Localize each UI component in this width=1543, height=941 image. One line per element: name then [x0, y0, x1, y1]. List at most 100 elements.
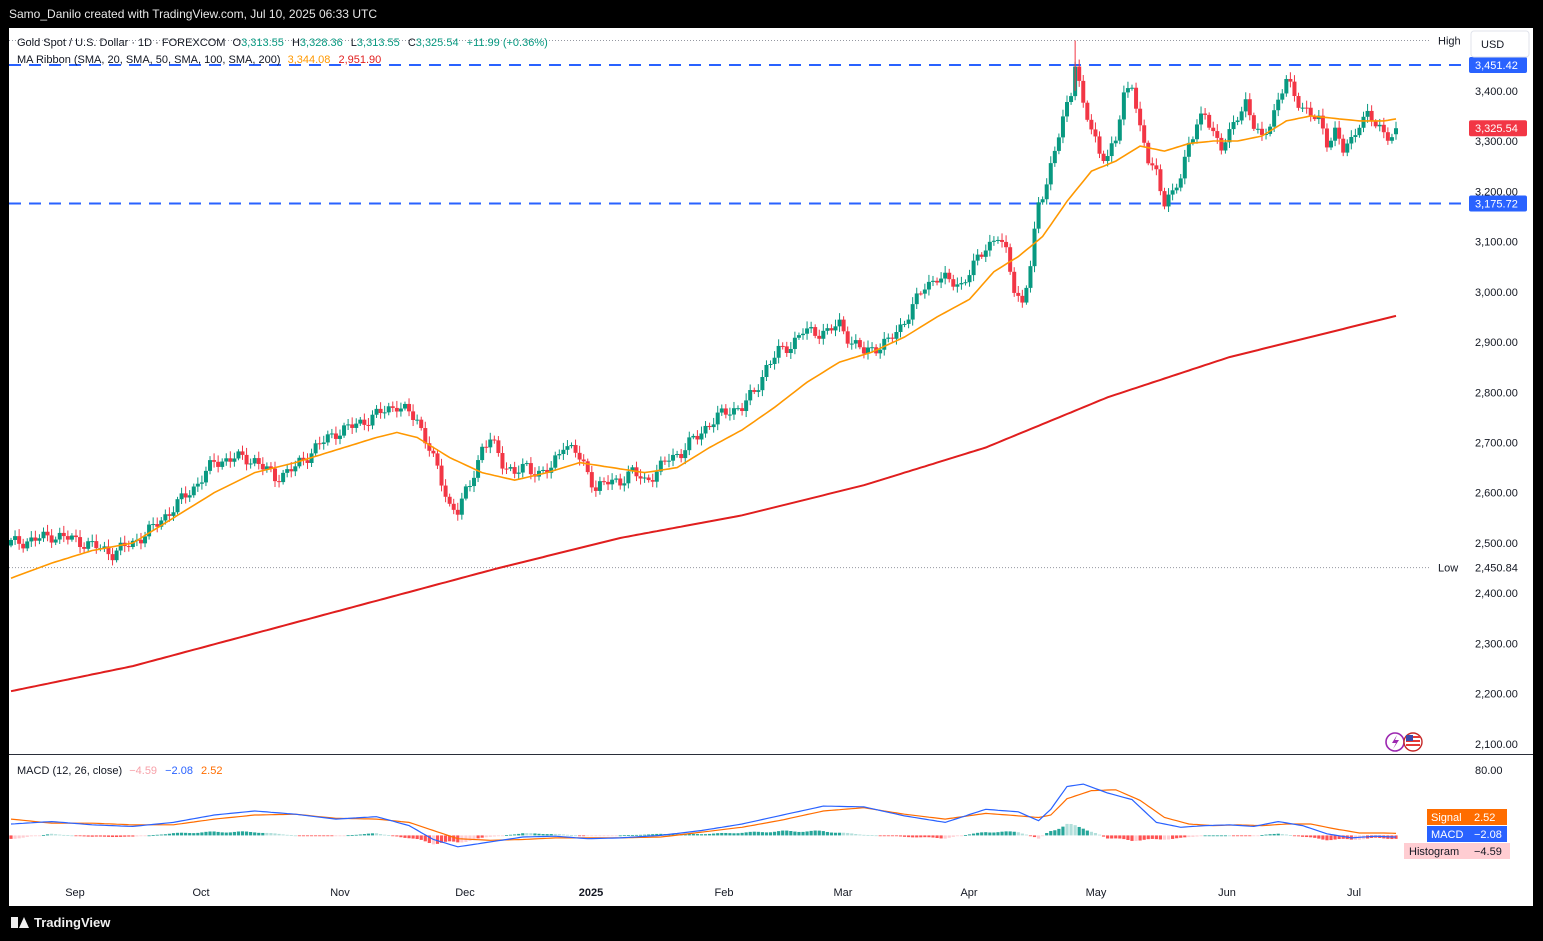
candle — [671, 448, 676, 467]
histogram-bar — [45, 834, 50, 836]
candle — [362, 413, 367, 431]
histogram-tag-name: Histogram — [1409, 846, 1459, 858]
currency-selector[interactable]: USD — [1470, 30, 1530, 58]
candle-body — [516, 472, 521, 474]
candle — [1162, 187, 1167, 210]
candle — [1329, 137, 1334, 151]
histogram-bar — [772, 831, 777, 836]
candle — [69, 533, 74, 542]
candle — [1154, 158, 1159, 176]
candle — [1394, 121, 1398, 140]
candle — [930, 275, 935, 287]
footer-bar: TradingView — [0, 906, 1543, 941]
candle — [86, 537, 91, 552]
macd-line — [10, 783, 1397, 848]
histogram-bar — [842, 832, 846, 836]
candle-body — [569, 445, 574, 447]
candle — [683, 443, 688, 465]
histogram-bar — [127, 835, 131, 837]
candle-body — [1207, 114, 1212, 128]
candle — [1040, 196, 1045, 205]
candle — [622, 476, 627, 492]
candle — [1300, 102, 1305, 113]
candle-body — [427, 443, 432, 451]
candle-body — [910, 304, 915, 320]
candle-body — [886, 337, 891, 339]
currency-label[interactable]: USD — [1481, 39, 1504, 51]
histogram-bar — [62, 834, 66, 836]
histogram-bar — [598, 835, 602, 837]
candle-body — [289, 469, 294, 472]
histogram-bar — [630, 834, 635, 836]
candle — [1353, 128, 1358, 143]
candle-body — [268, 466, 273, 469]
candle-body — [930, 280, 935, 282]
candle — [45, 524, 50, 542]
histogram-bar — [131, 835, 135, 837]
candle-body — [1199, 113, 1204, 125]
x-tick-label: Apr — [960, 887, 977, 899]
histogram-bar — [1268, 834, 1272, 836]
histogram-bar — [1325, 835, 1329, 841]
macd-legend-signal: 2.52 — [201, 765, 222, 777]
candle — [744, 393, 749, 418]
candle — [723, 404, 728, 419]
histogram-bar — [415, 835, 419, 840]
histogram-bar — [188, 833, 192, 836]
candle — [569, 442, 574, 449]
us-flag-icon[interactable] — [1403, 732, 1423, 752]
candle-body — [1069, 96, 1074, 103]
candle — [1320, 108, 1325, 135]
candle — [65, 530, 70, 545]
candle — [541, 466, 546, 474]
candle-body — [317, 443, 322, 445]
candle — [1166, 188, 1171, 212]
candle — [760, 370, 765, 397]
tradingview-brand[interactable]: TradingView — [11, 915, 110, 930]
candle — [1361, 111, 1366, 133]
candle — [1296, 92, 1301, 111]
candle-body — [114, 550, 119, 561]
candle-body — [1162, 191, 1167, 207]
candle — [114, 547, 119, 563]
candle — [1199, 106, 1204, 131]
candle-body — [813, 327, 818, 336]
candle-body — [597, 481, 602, 491]
histogram-bar — [813, 830, 817, 836]
candle-body — [1373, 121, 1378, 127]
candle-body — [443, 485, 448, 497]
candle-body — [41, 531, 46, 539]
histogram-bar — [1097, 834, 1102, 836]
price-chart[interactable]: 2,100.00 2,200.00 2,300.00 2,400.00 2,500.00… — [9, 28, 1533, 906]
histogram-bar — [963, 835, 968, 836]
flash-icon[interactable] — [1385, 732, 1405, 752]
candle-body — [1280, 93, 1285, 100]
candle — [610, 473, 615, 490]
histogram-bar — [1110, 835, 1114, 839]
candle — [1337, 120, 1342, 145]
histogram-bar — [907, 835, 911, 838]
candle-body — [232, 458, 237, 462]
histogram-bar — [992, 832, 996, 836]
candle — [756, 384, 761, 398]
candle-body — [723, 408, 728, 415]
candle-body — [1365, 110, 1370, 117]
candle-body — [415, 419, 420, 421]
histogram-bar — [484, 835, 488, 838]
candle — [666, 453, 671, 468]
candle-body — [236, 451, 241, 459]
candle — [216, 455, 221, 473]
histogram-bar — [1150, 835, 1154, 839]
candle-body — [565, 446, 570, 450]
candle-body — [1101, 153, 1106, 161]
y-tick-label: 3,300.00 — [1475, 136, 1518, 148]
candle-body — [455, 509, 460, 515]
candle-body — [1361, 116, 1366, 128]
candle-body — [748, 390, 753, 401]
signal-tag-name-box — [1427, 809, 1469, 825]
candle-body — [147, 524, 152, 537]
histogram-bar — [289, 835, 293, 836]
candle — [561, 442, 566, 460]
macd-tag: MACD −2.08 — [1427, 826, 1507, 842]
histogram-bar — [833, 832, 838, 836]
